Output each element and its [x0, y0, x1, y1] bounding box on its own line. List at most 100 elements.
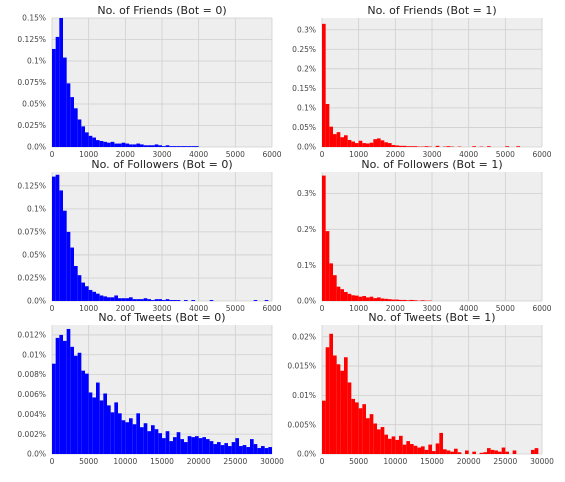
- histogram-bar: [340, 137, 344, 147]
- histogram-bar: [92, 397, 96, 454]
- histogram-bar: [325, 231, 330, 301]
- histogram-bar: [165, 299, 170, 301]
- x-tick-label: 6000: [262, 304, 281, 313]
- histogram-bar: [333, 134, 337, 147]
- histogram-bar: [70, 346, 74, 454]
- histogram-bar: [336, 286, 341, 301]
- histogram-bar: [358, 140, 363, 147]
- x-tick-label: 2000: [386, 304, 405, 313]
- histogram-bar: [446, 146, 451, 147]
- histogram-bar: [103, 296, 107, 301]
- panel-title: No. of Tweets (Bot = 1): [368, 311, 495, 324]
- histogram-bar: [228, 446, 232, 454]
- histogram-bar: [184, 442, 188, 454]
- histogram-bar: [52, 176, 56, 301]
- histogram-bar: [399, 299, 403, 301]
- histogram-bar: [369, 142, 374, 147]
- x-tick-label: 10000: [383, 457, 407, 466]
- histogram-bar: [531, 449, 535, 454]
- histogram-bar: [472, 146, 476, 147]
- histogram-bar: [136, 413, 140, 454]
- histogram-bar: [140, 427, 144, 454]
- histogram-bar: [59, 190, 63, 301]
- histogram-bar: [432, 451, 436, 454]
- x-tick-label: 25000: [223, 457, 247, 466]
- x-tick-label: 15000: [150, 457, 174, 466]
- histogram-bar: [483, 452, 487, 454]
- histogram-bar: [191, 146, 195, 147]
- histogram-bar: [410, 146, 414, 147]
- histogram-bar: [165, 431, 170, 454]
- histogram-bar: [224, 443, 228, 454]
- histogram-bar: [169, 441, 173, 454]
- histogram-bar: [413, 445, 418, 454]
- x-tick-label: 1000: [349, 304, 368, 313]
- histogram-bar: [52, 363, 56, 454]
- histogram-bar: [443, 449, 447, 454]
- x-tick-label: 0: [320, 150, 325, 159]
- y-tick-label: 0.005%: [287, 420, 316, 429]
- histogram-bar: [384, 298, 388, 301]
- histogram-bar: [59, 334, 63, 454]
- histogram-bar: [362, 143, 366, 147]
- histogram-bar: [402, 444, 407, 454]
- histogram-bar: [81, 282, 85, 301]
- histogram-bar: [173, 146, 177, 147]
- x-tick-label: 5000: [349, 457, 368, 466]
- histogram-bar: [417, 447, 421, 454]
- y-tick-label: 0.0%: [297, 450, 316, 459]
- y-tick-label: 0.002%: [17, 430, 46, 439]
- histogram-bar: [344, 135, 348, 147]
- histogram-bar: [402, 145, 407, 147]
- histogram-bar: [399, 435, 403, 454]
- panel-title: No. of Tweets (Bot = 0): [98, 311, 225, 324]
- histogram-bar: [435, 443, 440, 454]
- histogram-bar: [406, 300, 410, 301]
- histogram-bar: [129, 418, 133, 454]
- histogram-bar: [158, 145, 162, 147]
- panel-title: No. of Followers (Bot = 0): [91, 158, 232, 171]
- histogram-bar: [366, 143, 370, 147]
- histogram-bar: [99, 295, 104, 301]
- histogram-bar: [77, 352, 82, 454]
- histogram-bar: [465, 450, 469, 454]
- histogram-bar: [55, 337, 60, 454]
- x-tick-label: 3000: [422, 304, 441, 313]
- y-tick-label: 0.1%: [297, 104, 316, 113]
- histogram-bar: [180, 146, 184, 147]
- histogram-bar: [187, 146, 192, 147]
- histogram-bar: [322, 400, 326, 454]
- histogram-bar: [162, 146, 166, 147]
- histogram-bar: [173, 300, 177, 301]
- x-tick-label: 0: [50, 457, 55, 466]
- histogram-bar: [121, 420, 126, 454]
- y-tick-label: 0.015%: [287, 362, 316, 371]
- histogram-bar: [498, 451, 502, 454]
- histogram-bar: [428, 444, 432, 454]
- x-tick-label: 1000: [79, 150, 98, 159]
- histogram-bar: [74, 108, 78, 147]
- y-tick-label: 0.0%: [27, 297, 46, 306]
- histogram-bar: [369, 414, 374, 454]
- y-tick-label: 0.012%: [17, 331, 46, 340]
- histogram-bar: [235, 438, 239, 454]
- x-tick-label: 6000: [532, 150, 551, 159]
- histogram-bar: [505, 451, 509, 454]
- histogram-bar: [158, 299, 162, 301]
- histogram-bar: [261, 446, 265, 454]
- histogram-bar: [406, 146, 410, 147]
- histogram-bar: [421, 446, 425, 454]
- y-tick-label: 0.0%: [27, 143, 46, 152]
- histogram-bar: [322, 23, 326, 148]
- histogram-bar: [66, 231, 71, 301]
- histogram-bar: [388, 143, 392, 147]
- y-tick-label: 0.2%: [297, 64, 316, 73]
- histogram-bar: [121, 142, 126, 147]
- histogram-bar: [373, 423, 377, 454]
- histogram-bar: [257, 448, 261, 454]
- histogram-bar: [88, 289, 93, 301]
- histogram-bar: [494, 450, 498, 454]
- histogram-bar: [377, 297, 381, 301]
- histogram-bar: [74, 265, 78, 301]
